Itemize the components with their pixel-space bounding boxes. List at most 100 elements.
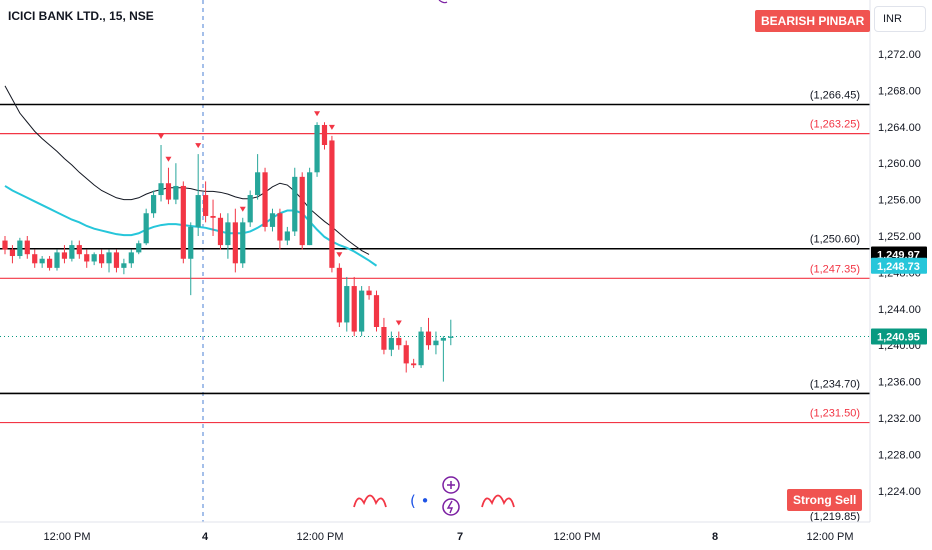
candle — [440, 336, 446, 382]
candle — [24, 236, 30, 259]
candle-body — [17, 240, 23, 257]
price-tick-label: 1,244.00 — [878, 304, 921, 316]
candle-body — [448, 336, 454, 338]
price-tick-label: 1,256.00 — [878, 195, 921, 207]
candle-body — [98, 254, 105, 264]
candle-body — [292, 176, 298, 232]
candle — [121, 258, 127, 275]
candle-body — [61, 252, 68, 259]
candle — [373, 290, 380, 332]
candle-body — [411, 363, 417, 366]
candle — [165, 167, 172, 205]
symbol-title[interactable]: ICICI BANK LTD., 15, NSE — [8, 9, 154, 23]
time-axis[interactable]: 12:00 PM 4 12:00 PM 7 12:00 PM 8 12:00 PM — [0, 521, 870, 550]
candle — [17, 237, 23, 259]
bearish-pinbar-badge: BEARISH PINBAR — [755, 10, 871, 32]
candle-body — [46, 258, 53, 268]
lightning-circle-icon — [442, 498, 460, 516]
level-label: (1,263.25) — [810, 119, 860, 131]
candle — [188, 222, 194, 296]
candle-body — [314, 124, 320, 173]
candle-body — [203, 195, 209, 216]
candle — [232, 208, 238, 273]
candle-body — [195, 195, 201, 227]
time-tick-label: 8 — [712, 531, 718, 543]
candle — [366, 286, 372, 300]
candle-body — [247, 195, 253, 223]
candle-body — [106, 252, 112, 264]
price-tick-label: 1,268.00 — [878, 85, 921, 97]
pinbar-marker — [165, 156, 172, 162]
candle — [262, 167, 268, 232]
candle — [425, 317, 432, 350]
candle — [381, 317, 387, 355]
candle-body — [32, 254, 38, 264]
candle — [292, 167, 298, 236]
pinbar-marker — [336, 252, 343, 258]
pinbar-marker — [395, 320, 402, 326]
candle — [69, 240, 75, 262]
time-tick-label: 12:00 PM — [553, 531, 600, 543]
candle-body — [113, 252, 120, 268]
pinbar-marker — [158, 134, 165, 139]
pinbar-marker — [195, 143, 202, 149]
candle — [240, 217, 246, 268]
candle — [388, 331, 394, 357]
candle — [299, 172, 305, 250]
candle — [336, 263, 342, 327]
price-tag-label: 1,248.73 — [877, 261, 920, 273]
candle — [307, 167, 313, 246]
time-axis-bg — [0, 522, 870, 550]
candle — [113, 249, 120, 273]
candle — [255, 154, 261, 200]
level-label: (1,247.35) — [810, 263, 860, 275]
candle — [39, 256, 45, 268]
level-label: (1,266.45) — [810, 90, 860, 102]
candle — [269, 208, 276, 232]
candle-body — [217, 217, 224, 246]
price-tag-bg — [871, 328, 927, 345]
candle-body — [165, 183, 172, 200]
support-resistance-levels: (1,266.45) (1,263.25) (1,250.60) (1,247.35)… — [0, 90, 870, 523]
candle-body — [344, 286, 350, 323]
candle — [277, 208, 283, 250]
candle — [411, 358, 417, 368]
candle — [344, 276, 350, 332]
candle — [180, 181, 186, 264]
candle-body — [440, 337, 446, 341]
candle-body — [188, 226, 194, 259]
candle-body — [396, 337, 402, 346]
price-axis[interactable]: 1,272.00 1,268.00 1,264.00 1,260.00 1,256.00… — [869, 0, 932, 550]
candle — [433, 331, 439, 355]
candle — [61, 245, 68, 264]
candle — [98, 249, 105, 268]
candle — [151, 190, 157, 218]
price-tag-bg — [871, 257, 927, 274]
indicator-icons: ( • — [353, 0, 515, 516]
strong-sell-badge: Strong Sell — [787, 489, 863, 511]
level-label: (1,219.85) — [810, 511, 860, 523]
candle-body — [373, 295, 380, 327]
candle — [321, 122, 328, 150]
candle-body — [418, 331, 424, 366]
candle-body — [225, 222, 231, 246]
price-tick-label: 1,252.00 — [878, 231, 921, 243]
candle — [396, 331, 402, 350]
time-tick-label: 12:00 PM — [296, 531, 343, 543]
candle — [173, 163, 179, 205]
candle — [54, 249, 60, 271]
price-tick-label: 1,228.00 — [878, 449, 921, 461]
currency-selector[interactable]: INR — [874, 6, 926, 32]
level-label: (1,234.70) — [810, 378, 860, 390]
candle-body — [151, 195, 157, 214]
candle — [225, 213, 231, 259]
candle-body — [366, 290, 372, 296]
candle-body — [240, 222, 246, 264]
price-tick-label: 1,236.00 — [878, 377, 921, 389]
candle — [314, 122, 320, 177]
candle-body — [210, 215, 216, 218]
candle-body — [425, 331, 432, 346]
candle — [203, 181, 209, 223]
candle — [359, 286, 365, 337]
